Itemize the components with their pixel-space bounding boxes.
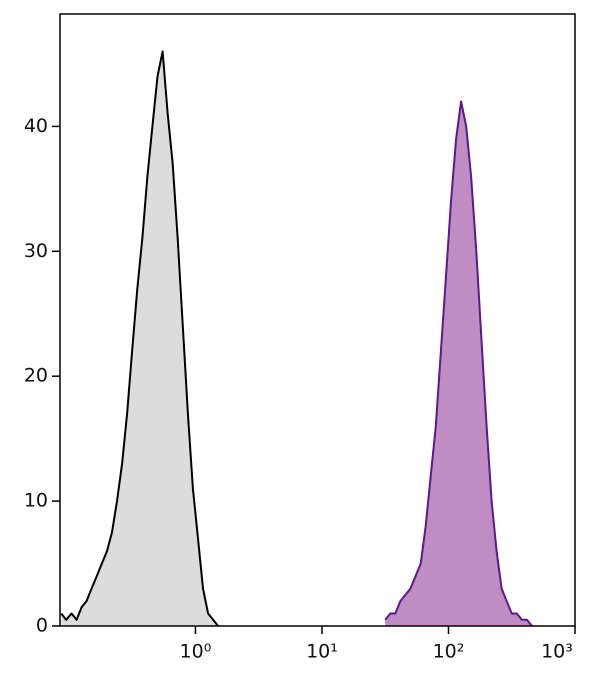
x-tick-label: 10¹ [306, 641, 338, 663]
y-tick-label: 10 [24, 490, 48, 512]
histogram-line [60, 50, 219, 627]
y-tick-label: 20 [24, 365, 48, 387]
y-tick-label: 30 [24, 240, 48, 262]
y-tick-label: 0 [36, 615, 48, 637]
histogram-area [385, 101, 532, 626]
plot-frame [59, 13, 576, 627]
histogram-line [384, 100, 533, 627]
y-tick-label: 40 [24, 115, 48, 137]
x-tick-label: 10⁰ [180, 641, 212, 663]
histogram-area [61, 51, 219, 626]
x-tick-label: 10² [433, 641, 465, 663]
x-tick-label: 10³ [541, 641, 573, 663]
